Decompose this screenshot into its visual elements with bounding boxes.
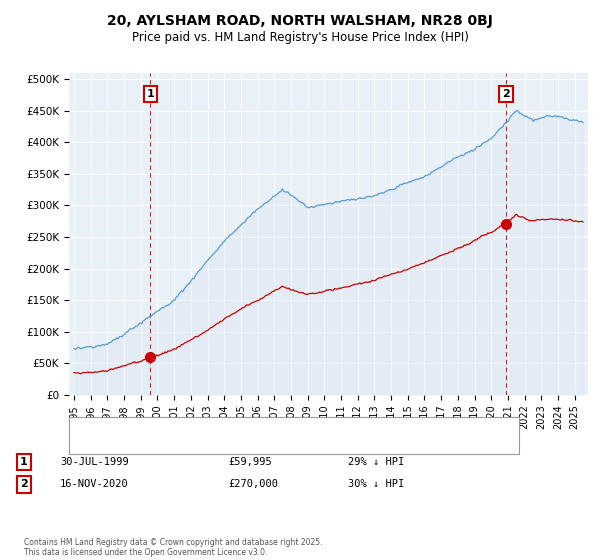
Text: 30-JUL-1999: 30-JUL-1999: [60, 457, 129, 467]
Text: 29% ↓ HPI: 29% ↓ HPI: [348, 457, 404, 467]
Text: 1: 1: [146, 88, 154, 99]
Text: 16-NOV-2020: 16-NOV-2020: [60, 479, 129, 489]
Text: £59,995: £59,995: [228, 457, 272, 467]
Text: ——: ——: [75, 428, 97, 438]
Text: ——: ——: [75, 444, 97, 454]
Text: 2: 2: [502, 88, 510, 99]
Text: Contains HM Land Registry data © Crown copyright and database right 2025.
This d: Contains HM Land Registry data © Crown c…: [24, 538, 323, 557]
Text: HPI: Average price, detached house, North Norfolk: HPI: Average price, detached house, Nort…: [111, 444, 357, 454]
Text: £270,000: £270,000: [228, 479, 278, 489]
Text: Price paid vs. HM Land Registry's House Price Index (HPI): Price paid vs. HM Land Registry's House …: [131, 31, 469, 44]
Text: 2: 2: [20, 479, 28, 489]
Text: 30% ↓ HPI: 30% ↓ HPI: [348, 479, 404, 489]
Text: 20, AYLSHAM ROAD, NORTH WALSHAM, NR28 0BJ: 20, AYLSHAM ROAD, NORTH WALSHAM, NR28 0B…: [107, 14, 493, 28]
Text: 20, AYLSHAM ROAD, NORTH WALSHAM, NR28 0BJ (detached house): 20, AYLSHAM ROAD, NORTH WALSHAM, NR28 0B…: [111, 428, 442, 438]
Text: 1: 1: [20, 457, 28, 467]
